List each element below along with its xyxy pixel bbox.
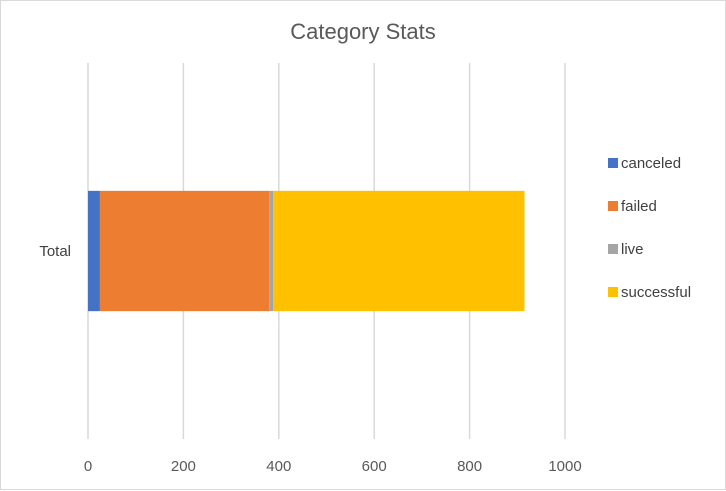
- category-label: Total: [39, 243, 71, 260]
- legend-swatch-failed: [608, 201, 618, 211]
- legend-swatch-successful: [608, 287, 618, 297]
- x-tick-label: 1000: [548, 458, 581, 475]
- chart-title: Category Stats: [290, 19, 436, 44]
- x-tick-label: 600: [362, 458, 387, 475]
- legend-label-canceled: canceled: [621, 155, 681, 172]
- legend-label-live: live: [621, 241, 644, 258]
- legend-label-failed: failed: [621, 198, 657, 215]
- x-tick-label: 0: [84, 458, 92, 475]
- x-tick-label: 200: [171, 458, 196, 475]
- legend: canceled failed live successful: [608, 155, 691, 301]
- legend-swatch-canceled: [608, 158, 618, 168]
- legend-label-successful: successful: [621, 284, 691, 301]
- x-axis-tick-labels: 0 200 400 600 800 1000: [84, 458, 582, 475]
- category-labels: Total: [39, 243, 71, 260]
- legend-swatch-live: [608, 244, 618, 254]
- bar-segment-canceled: [88, 190, 100, 312]
- x-tick-label: 800: [457, 458, 482, 475]
- bars: [88, 190, 525, 312]
- bar-segment-failed: [99, 190, 270, 312]
- bar-segment-successful: [273, 190, 525, 312]
- bar-segment-live: [269, 190, 274, 312]
- x-tick-label: 400: [266, 458, 291, 475]
